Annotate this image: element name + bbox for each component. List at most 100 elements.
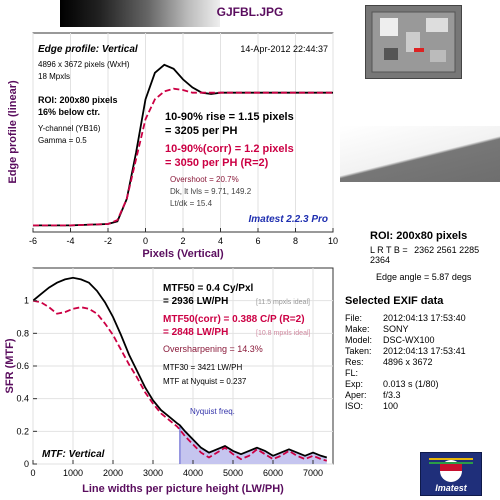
exif-row: Model: DSC-WX100 (345, 335, 435, 345)
logo-text: Imatest (435, 483, 467, 493)
exif-title: Selected EXIF data (345, 295, 444, 307)
mtf-x-axis-label: Line widths per picture height (LW/PH) (82, 483, 284, 495)
exif-value: DSC-WX100 (383, 335, 435, 345)
edge-info-line: 18 Mpxls (38, 72, 70, 81)
gradient-bar (60, 0, 220, 27)
roi-title: ROI: 200x80 pixels (370, 230, 468, 242)
exif-row: Aper: f/3.3 (345, 390, 401, 400)
mtf-y-tick-label: 0.4 (16, 394, 29, 404)
edge-x-axis-label: Pixels (Vertical) (142, 248, 224, 260)
exif-row: Taken: 2012:04:13 17:53:41 (345, 346, 466, 356)
mtf-y-tick-label: 0.8 (16, 328, 29, 338)
exif-value: 4896 x 3672 (383, 357, 433, 367)
edge-x-tick-label: -4 (66, 236, 74, 246)
exif-value: 2012:04:13 17:53:41 (383, 346, 466, 356)
mtf-at-nyquist: MTF at Nyquist = 0.237 (163, 377, 247, 386)
exif-value: SONY (383, 324, 409, 334)
edge-roi-line: ROI: 200x80 pixels (38, 95, 118, 105)
edge-timestamp: 14-Apr-2012 22:44:37 (240, 44, 328, 54)
mtf-y-axis-label: SFR (MTF) (4, 338, 16, 393)
exif-key: Make: (345, 324, 370, 334)
exif-row: Res: 4896 x 3672 (345, 357, 433, 367)
roi-lrtb-values: 2362 2561 2285 2364 (370, 245, 480, 265)
edge-rise-corr: = 3050 per PH (R=2) (165, 157, 269, 169)
edge-channel-line: Y-channel (YB16) (38, 124, 101, 133)
edge-rise-corr: 10-90%(corr) = 1.2 pixels (165, 143, 294, 155)
mtf-x-tick-label: 7000 (303, 468, 323, 478)
mtf-nyquist-label: Nyquist freq. (190, 407, 235, 416)
mtf-panel-title: MTF: Vertical (42, 449, 105, 460)
roi-crop-image (340, 126, 500, 182)
mtf50-line: = 2936 LW/PH (163, 296, 228, 307)
edge-x-tick-label: 6 (255, 236, 260, 246)
exif-key: File: (345, 313, 363, 323)
file-name-title: GJFBL.JPG (216, 5, 284, 19)
exif-key: ISO: (345, 401, 364, 411)
exif-row: File: 2012:04:13 17:53:40 (345, 313, 466, 323)
mtf-series-corrected-line (33, 299, 328, 462)
edge-rise: 10-90% rise = 1.15 pixels (165, 111, 294, 123)
mtf50-line: MTF50 = 0.4 Cy/Pxl (163, 283, 254, 294)
mtf50-corr-line: MTF50(corr) = 0.388 C/P (R=2) (163, 314, 305, 325)
mtf-oversharpening: Oversharpening = 14.3% (163, 344, 263, 354)
exif-key: Taken: (345, 346, 372, 356)
mtf-x-tick-label: 4000 (183, 468, 203, 478)
mtf-nyquist-fill (179, 425, 327, 464)
edge-profile-chart: -6 -4 -2 0 2 4 6 8 10 Edge profile: Vertical 14-… (7, 32, 338, 260)
edge-panel-title: Edge profile: Vertical (38, 44, 138, 55)
edge-x-tick-label: 8 (293, 236, 298, 246)
edge-series-corrected-line (33, 87, 333, 227)
edge-channel-line: Gamma = 0.5 (38, 136, 87, 145)
edge-grid (32, 33, 334, 232)
mtf-series-measured-line (33, 276, 328, 459)
exif-row: FL: (345, 368, 383, 378)
exif-value: 2012:04:13 17:53:40 (383, 313, 466, 323)
edge-stat-ratio: Lt/dk = 15.4 (170, 199, 213, 208)
exif-key: FL: (345, 368, 359, 378)
mtf-chart: 0 1000 2000 3000 4000 5000 6000 7000 0 0.2 0.4 0.6 0… (4, 267, 334, 495)
mtf-x-tick-label: 3000 (143, 468, 163, 478)
exif-row: ISO: 100 (345, 401, 398, 411)
exif-row: Exp: 0.013 s (1/80) (345, 379, 439, 389)
chart-thumbnail-graphic (371, 11, 456, 73)
mtf-y-tick-label: 0.6 (16, 361, 29, 371)
mtf-x-tick-label: 1000 (63, 468, 83, 478)
mtf50-corr-line: = 2848 LW/PH (163, 327, 228, 338)
mtf-grid (32, 268, 333, 465)
roi-lrtb: L R T B = 2362 2561 2285 2364 (370, 245, 500, 265)
edge-info-line: 4896 x 3672 pixels (WxH) (38, 60, 130, 69)
mtf-x-tick-label: 2000 (103, 468, 123, 478)
exif-key: Exp: (345, 379, 364, 389)
imatest-logo: Imatest (420, 452, 482, 496)
chart-thumbnail (365, 5, 462, 79)
mtf50-ideal: [11.5 mpxls ideal] (256, 299, 310, 306)
mtf-y-tick-label: 0 (24, 459, 29, 469)
edge-x-tick-label: 10 (328, 236, 338, 246)
roi-lrtb-label: L R T B = (370, 245, 408, 255)
edge-rise: = 3205 per PH (165, 125, 238, 137)
exif-key: Model: (345, 335, 373, 345)
edge-version-label: Imatest 2.2.3 Pro (249, 214, 328, 225)
edge-stat-levels: Dk, lt lvls = 9.71, 149.2 (170, 187, 252, 196)
edge-x-tick-label: -6 (29, 236, 37, 246)
exif-value: 0.013 s (1/80) (383, 379, 439, 389)
exif-key: Res: (345, 357, 364, 367)
exif-key: Aper: (345, 390, 367, 400)
mtf-y-tick-label: 0.2 (16, 426, 29, 436)
mtf-x-tick-label: 6000 (263, 468, 283, 478)
mtf-x-tick-label: 5000 (223, 468, 243, 478)
edge-y-axis-label: Edge profile (linear) (7, 80, 19, 184)
mtf50-corr-ideal: [10.8 mpxls ideal] (256, 330, 311, 337)
mtf-ticks: 0 1000 2000 3000 4000 5000 6000 7000 0 0.2 0.4 0.6 0… (16, 296, 323, 478)
exif-value: f/3.3 (383, 390, 401, 400)
exif-row: Make: SONY (345, 324, 409, 334)
mtf30-line: MTF30 = 3421 LW/PH (163, 363, 242, 372)
edge-series (33, 63, 333, 227)
edge-x-tick-label: 2 (180, 236, 185, 246)
mtf-series (33, 276, 328, 462)
mtf-x-tick-label: 0 (30, 468, 35, 478)
edge-x-tick-label: 4 (218, 236, 223, 246)
edge-angle: Edge angle = 5.87 degs (376, 272, 472, 282)
edge-x-tick-label: -2 (104, 236, 112, 246)
edge-stat-overshoot: Overshoot = 20.7% (170, 175, 239, 184)
